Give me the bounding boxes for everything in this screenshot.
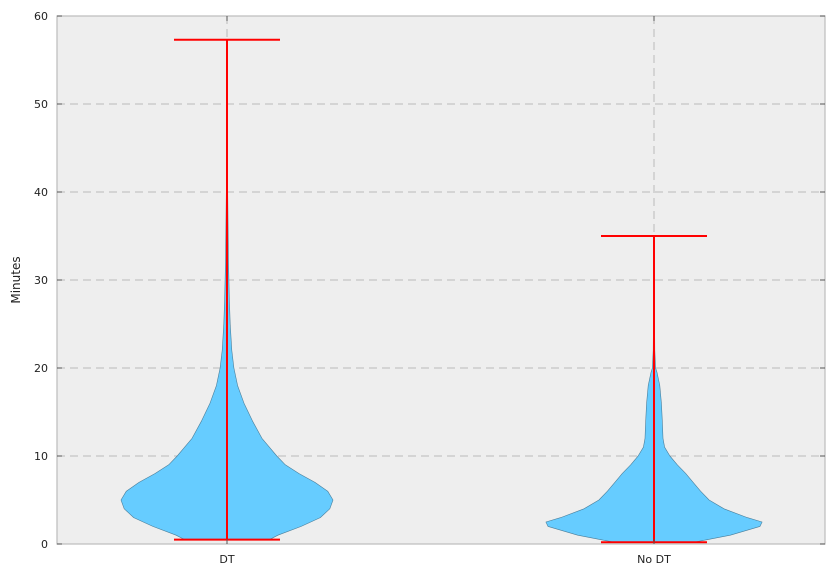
y-tick-label-1: 10 [34,450,48,463]
y-tick-label-0: 0 [41,538,48,551]
y-tick-label-6: 60 [34,10,48,23]
y-axis-ticks: 0 10 20 30 40 50 60 [34,10,825,551]
y-tick-label-3: 30 [34,274,48,287]
y-tick-label-5: 50 [34,98,48,111]
x-tick-label-1: No DT [637,553,671,566]
extrema-lines [174,38,707,544]
x-tick-label-0: DT [219,553,234,566]
x-axis-ticks: DT No DT [219,16,671,566]
y-tick-label-2: 20 [34,362,48,375]
y-axis-label: Minutes [9,256,23,303]
y-tick-label-4: 40 [34,186,48,199]
